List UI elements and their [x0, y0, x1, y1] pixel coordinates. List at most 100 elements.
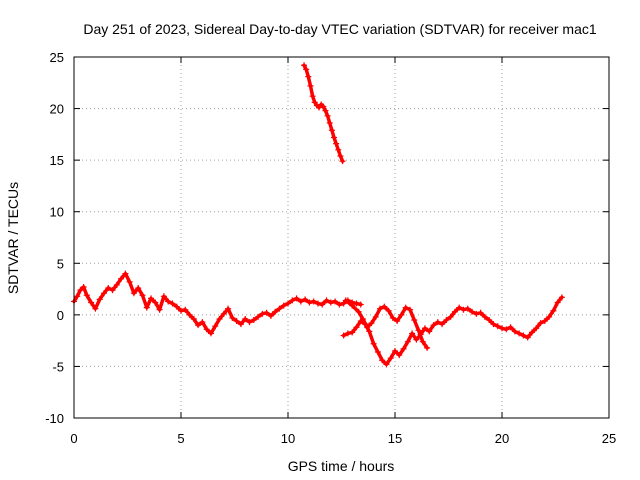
y-tick-label: 0	[57, 308, 64, 323]
y-tick-label: -10	[45, 411, 64, 426]
series-trace	[302, 63, 345, 163]
data-point	[415, 327, 422, 334]
data-point	[381, 303, 388, 310]
data-point	[546, 313, 553, 320]
data-point	[301, 62, 308, 69]
x-tick-label: 0	[70, 431, 77, 446]
data-point	[143, 304, 150, 311]
data-point	[309, 93, 316, 100]
data-point	[372, 313, 379, 320]
data-point	[280, 302, 287, 309]
data-point	[340, 300, 347, 307]
data-point	[389, 314, 396, 321]
data-point	[165, 298, 172, 305]
data-point	[92, 305, 99, 312]
data-point	[148, 295, 155, 302]
data-point	[368, 320, 375, 327]
data-point	[186, 311, 193, 318]
data-point	[135, 285, 142, 292]
x-tick-label: 10	[281, 431, 295, 446]
data-point	[327, 299, 334, 306]
data-point	[297, 298, 304, 305]
data-point	[263, 309, 270, 316]
data-point	[326, 120, 333, 127]
data-point	[88, 299, 95, 306]
data-point	[426, 328, 433, 335]
data-point	[385, 307, 392, 314]
data-point	[190, 315, 197, 322]
y-axis-title: SDTVAR / TECUs	[5, 182, 21, 294]
grid	[74, 57, 609, 418]
y-tick-label: -5	[52, 359, 64, 374]
data-point	[400, 345, 407, 352]
data-point	[370, 340, 377, 347]
data-point	[340, 332, 347, 339]
data-point	[109, 287, 116, 294]
data-point	[328, 127, 335, 134]
data-point	[216, 315, 223, 322]
data-point	[413, 336, 420, 343]
data-point	[203, 326, 210, 333]
data-point	[173, 303, 180, 310]
data-point	[516, 330, 523, 337]
data-point	[481, 313, 488, 320]
data-point	[276, 305, 283, 312]
data-point	[74, 293, 81, 300]
data-point	[220, 310, 227, 317]
data-point	[305, 73, 312, 80]
data-point	[533, 325, 540, 332]
data-point	[207, 330, 214, 337]
data-point	[473, 310, 480, 317]
data-point	[126, 278, 133, 285]
data-point	[331, 134, 338, 141]
data-point	[337, 153, 344, 160]
x-tick-label: 25	[602, 431, 616, 446]
series-layer	[71, 62, 565, 368]
data-point	[349, 302, 356, 309]
data-point	[456, 304, 463, 311]
data-point	[430, 322, 437, 329]
data-point	[421, 325, 428, 332]
data-point	[443, 317, 450, 324]
data-point	[306, 299, 313, 306]
data-point	[122, 270, 129, 277]
data-point	[311, 99, 318, 106]
data-point	[130, 290, 137, 297]
data-point	[303, 66, 310, 73]
data-point	[359, 315, 366, 322]
data-point	[394, 318, 401, 325]
data-point	[558, 294, 565, 301]
data-point	[419, 338, 426, 345]
data-point	[333, 140, 340, 147]
data-point	[272, 308, 279, 315]
data-point	[396, 352, 403, 359]
data-point	[307, 82, 314, 89]
data-point	[178, 307, 184, 314]
data-point	[314, 300, 321, 307]
data-point	[528, 329, 535, 336]
data-point	[199, 319, 206, 326]
data-point	[364, 324, 371, 331]
data-point	[156, 306, 163, 313]
plot-frame	[73, 56, 610, 419]
data-point	[374, 348, 381, 355]
x-axis-title: GPS time / hours	[288, 458, 395, 474]
data-point	[524, 334, 531, 341]
data-point	[353, 324, 360, 331]
data-point	[464, 305, 471, 312]
data-point	[554, 299, 561, 306]
data-point	[447, 313, 454, 320]
data-point	[319, 301, 326, 308]
data-point	[477, 309, 484, 316]
data-point	[503, 326, 510, 333]
data-point	[486, 317, 493, 324]
data-point	[225, 305, 232, 312]
data-point	[434, 319, 441, 326]
data-point	[242, 315, 249, 322]
data-point	[387, 355, 394, 362]
x-tick-label: 5	[177, 431, 184, 446]
data-point	[289, 297, 296, 304]
data-point	[353, 300, 360, 307]
data-point	[113, 281, 120, 288]
data-point	[344, 330, 351, 337]
